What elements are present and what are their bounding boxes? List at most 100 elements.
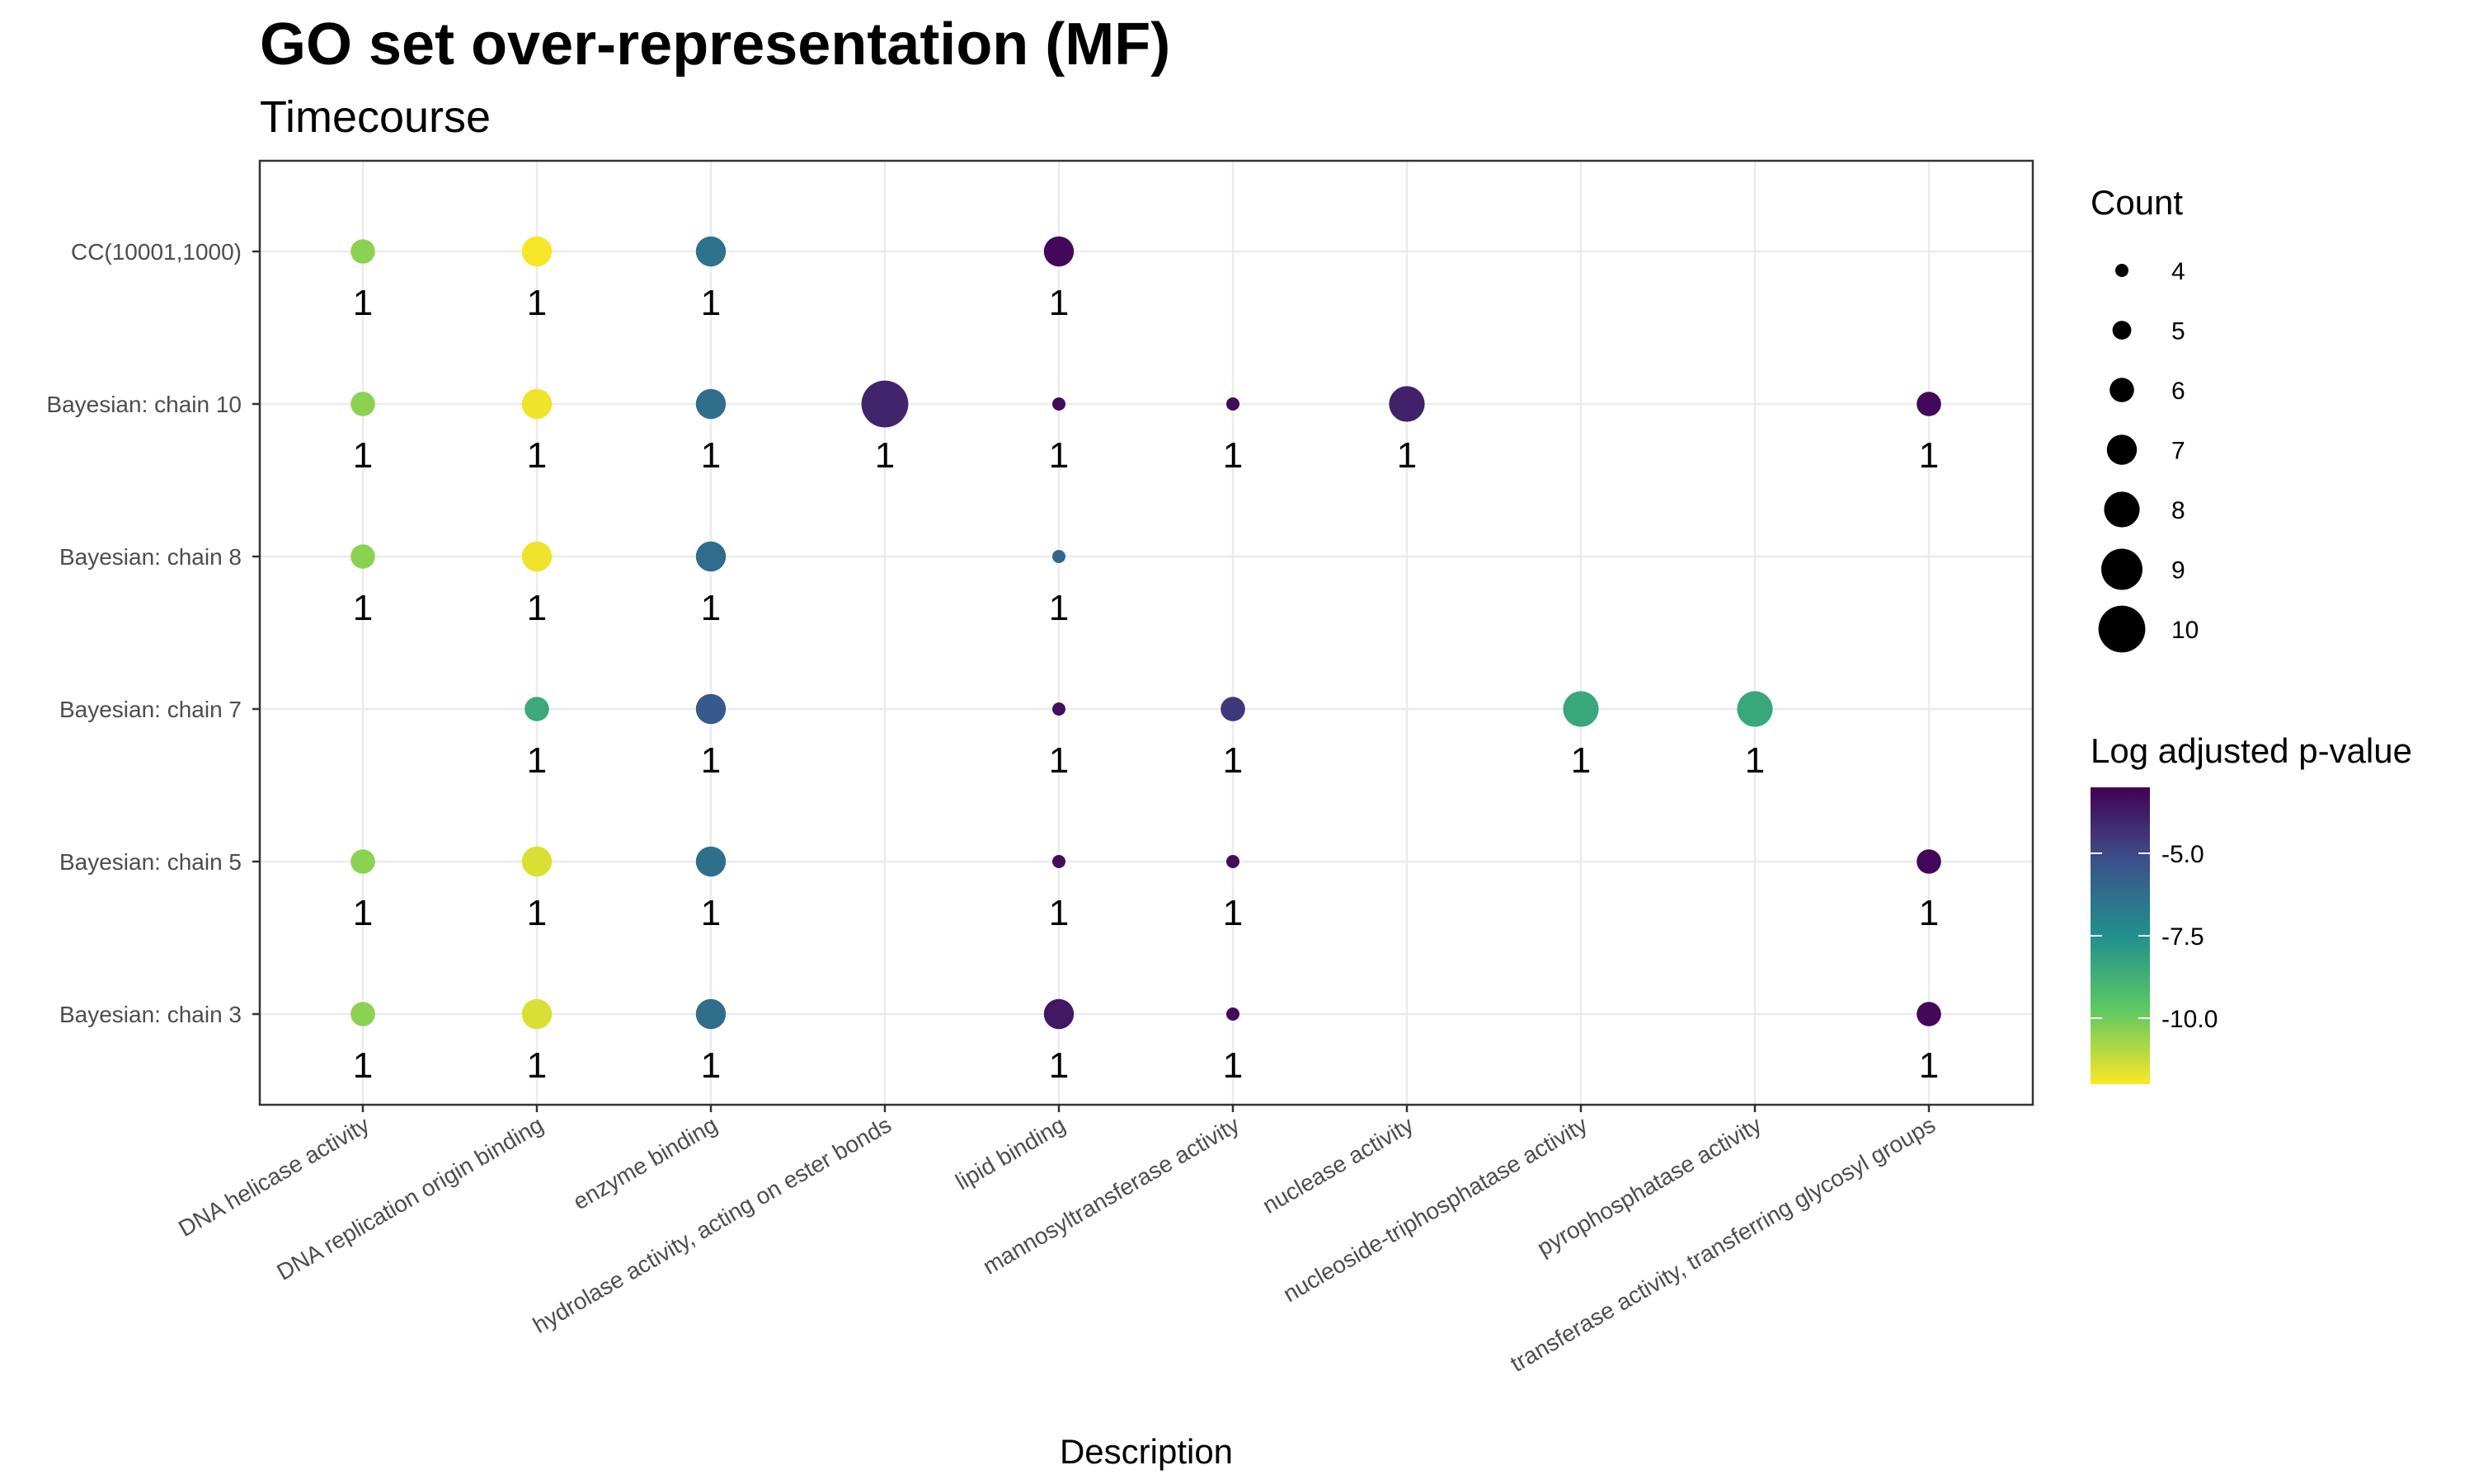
pvalue-legend-label: -7.5 — [2161, 923, 2204, 951]
x-tick-label: lipid binding — [951, 1111, 1070, 1195]
count-legend-label: 10 — [2171, 617, 2199, 644]
y-tick-label: Bayesian: chain 3 — [59, 1002, 242, 1027]
data-label: 1 — [527, 740, 547, 781]
data-label: 1 — [1223, 893, 1243, 933]
data-point — [695, 846, 727, 877]
data-point — [521, 388, 553, 420]
data-label: 1 — [1919, 1045, 1939, 1086]
count-legend-key — [2101, 548, 2142, 590]
data-point — [1226, 1007, 1239, 1021]
data-label: 1 — [701, 435, 721, 476]
data-point — [1563, 691, 1599, 727]
count-legend-key — [2098, 605, 2146, 653]
data-point — [695, 388, 727, 420]
data-point — [695, 236, 727, 267]
data-label: 1 — [1919, 435, 1939, 476]
y-tick-label: Bayesian: chain 8 — [59, 544, 242, 570]
data-label: 1 — [1919, 893, 1939, 933]
pvalue-legend-label: -5.0 — [2161, 841, 2204, 868]
data-label: 1 — [875, 435, 895, 476]
y-tick-label: CC(10001,1000) — [71, 239, 242, 265]
data-label: 1 — [353, 1045, 373, 1086]
data-label: 1 — [701, 893, 721, 933]
data-label: 1 — [1397, 435, 1417, 476]
data-point — [695, 693, 727, 725]
y-tick-label: Bayesian: chain 7 — [59, 697, 242, 722]
data-point — [1917, 1002, 1941, 1026]
data-label: 1 — [1049, 435, 1069, 476]
data-point — [350, 544, 375, 569]
count-legend-key — [2106, 434, 2138, 465]
data-label: 1 — [1571, 740, 1591, 781]
data-label: 1 — [701, 740, 721, 781]
data-label: 1 — [1049, 283, 1069, 323]
y-tick-label: Bayesian: chain 10 — [46, 392, 242, 417]
x-tick-label: nucleoside-triphosphatase activity — [1279, 1111, 1592, 1307]
y-axis-ticks: CC(10001,1000) Bayesian: chain 10 Bayesian… — [46, 239, 260, 1027]
data-point — [1043, 998, 1075, 1030]
count-legend-label: 9 — [2171, 557, 2185, 585]
data-point — [1226, 397, 1239, 411]
count-legend-label: 6 — [2171, 378, 2185, 405]
data-label: 1 — [701, 588, 721, 628]
data-label: 1 — [527, 1045, 547, 1086]
plot-border — [258, 159, 2034, 1106]
data-point — [350, 849, 375, 874]
data-label: 1 — [1049, 893, 1069, 933]
data-point — [521, 236, 553, 267]
x-axis-title: Description — [1060, 1432, 1233, 1471]
data-point — [861, 380, 909, 428]
plot-panel — [260, 161, 2033, 1105]
data-point — [521, 846, 553, 877]
pvalue-legend-label: -10.0 — [2161, 1006, 2218, 1033]
data-point — [350, 392, 375, 416]
data-label: 1 — [1049, 740, 1069, 781]
data-points — [350, 236, 1941, 1030]
count-legend-label: 5 — [2171, 318, 2185, 345]
count-legend: Count 4 5 6 7 8 9 10 — [2091, 183, 2199, 653]
count-legend-label: 8 — [2171, 497, 2185, 524]
y-tick-label: Bayesian: chain 5 — [59, 849, 242, 875]
data-label: 1 — [701, 1045, 721, 1086]
data-point — [524, 697, 549, 721]
x-tick-label: hydrolase activity, acting on ester bond… — [529, 1111, 896, 1338]
data-label: 1 — [353, 893, 373, 933]
data-point — [1917, 849, 1941, 874]
chart-subtitle: Timecourse — [260, 92, 491, 142]
data-point — [1052, 397, 1065, 411]
data-point — [350, 239, 375, 264]
data-point — [1052, 702, 1065, 716]
data-label: 1 — [1745, 740, 1765, 781]
data-label: 1 — [701, 283, 721, 323]
count-legend-key — [2104, 491, 2140, 528]
data-point — [1389, 386, 1425, 422]
x-tick-label: DNA replication origin binding — [272, 1111, 548, 1285]
data-label: 1 — [527, 435, 547, 476]
data-label: 1 — [1049, 588, 1069, 628]
pvalue-legend-title: Log adjusted p-value — [2091, 731, 2412, 770]
data-label: 1 — [527, 893, 547, 933]
data-point — [521, 541, 553, 572]
data-labels: 1 1 1 1 1 1 1 1 1 1 1 1 1 1 1 1 1 1 1 1 1 1 1 1 1 1 1 1 1 1 1 1 1 1 — [353, 283, 1939, 1086]
data-point — [1043, 236, 1075, 267]
data-point — [1052, 550, 1065, 563]
data-label: 1 — [1223, 435, 1243, 476]
data-point — [1221, 697, 1245, 721]
count-legend-key — [2109, 378, 2134, 402]
data-label: 1 — [527, 588, 547, 628]
data-label: 1 — [527, 283, 547, 323]
data-label: 1 — [1223, 1045, 1243, 1086]
data-label: 1 — [1223, 740, 1243, 781]
data-label: 1 — [353, 435, 373, 476]
data-point — [695, 541, 727, 572]
count-legend-label: 4 — [2171, 258, 2185, 285]
count-legend-title: Count — [2091, 183, 2183, 222]
data-label: 1 — [353, 283, 373, 323]
data-point — [521, 998, 553, 1030]
x-tick-label: nuclease activity — [1258, 1111, 1418, 1219]
data-point — [1737, 691, 1773, 727]
data-point — [1226, 855, 1239, 868]
data-point — [1917, 392, 1941, 416]
